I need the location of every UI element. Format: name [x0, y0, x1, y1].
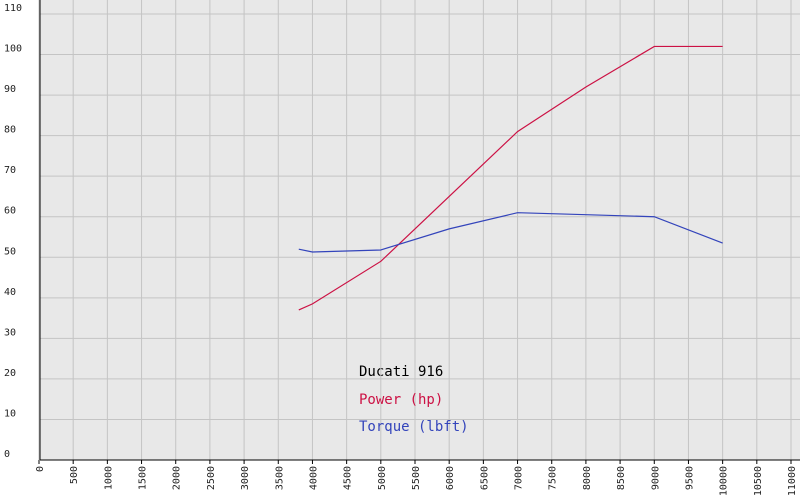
- x-tick-label: 11000: [787, 466, 798, 496]
- y-tick-label: 10: [4, 408, 16, 419]
- legend-title: Ducati 916: [359, 364, 443, 380]
- x-tick-label: 10000: [719, 466, 730, 496]
- x-tick-label: 4500: [343, 466, 354, 490]
- x-tick-label: 500: [69, 466, 80, 484]
- y-tick-label: 70: [4, 165, 16, 176]
- y-tick-label: 100: [4, 44, 22, 55]
- y-tick-label: 80: [4, 125, 16, 136]
- y-tick-label: 50: [4, 246, 16, 257]
- y-tick-label: 0: [4, 449, 10, 460]
- x-tick-label: 0: [35, 466, 46, 472]
- x-tick-label: 7500: [548, 466, 559, 490]
- series-line: [298, 45, 723, 311]
- x-tick-label: 1000: [103, 466, 114, 490]
- x-tick-label: 6000: [445, 466, 456, 490]
- series-line: [298, 212, 723, 253]
- y-tick-label: 90: [4, 84, 16, 95]
- x-tick-label: 3000: [240, 466, 251, 490]
- y-tick-label: 40: [4, 287, 16, 298]
- x-tick-label: 3500: [274, 466, 285, 490]
- x-tick-label: 5000: [377, 466, 388, 490]
- x-tick-label: 9500: [684, 466, 695, 490]
- x-tick-label: 7000: [514, 466, 525, 490]
- plot-area: [40, 0, 800, 460]
- x-tick-label: 5500: [411, 466, 422, 490]
- x-tick-label: 8000: [582, 466, 593, 490]
- x-tick-label: 6500: [479, 466, 490, 490]
- legend-entry: Torque (lbft): [359, 419, 469, 435]
- y-tick-label: 60: [4, 206, 16, 217]
- x-tick-label: 2000: [172, 466, 183, 490]
- x-tick-label: 1500: [138, 466, 149, 490]
- x-tick-label: 9000: [650, 466, 661, 490]
- x-tick-label: 2500: [206, 466, 217, 490]
- y-tick-label: 20: [4, 368, 16, 379]
- x-tick-label: 4000: [308, 466, 319, 490]
- legend-entry: Power (hp): [359, 392, 443, 408]
- x-tick-label: 8500: [616, 466, 627, 490]
- x-tick-label: 10500: [753, 466, 764, 496]
- y-tick-label: 110: [4, 3, 22, 14]
- y-tick-label: 30: [4, 327, 16, 338]
